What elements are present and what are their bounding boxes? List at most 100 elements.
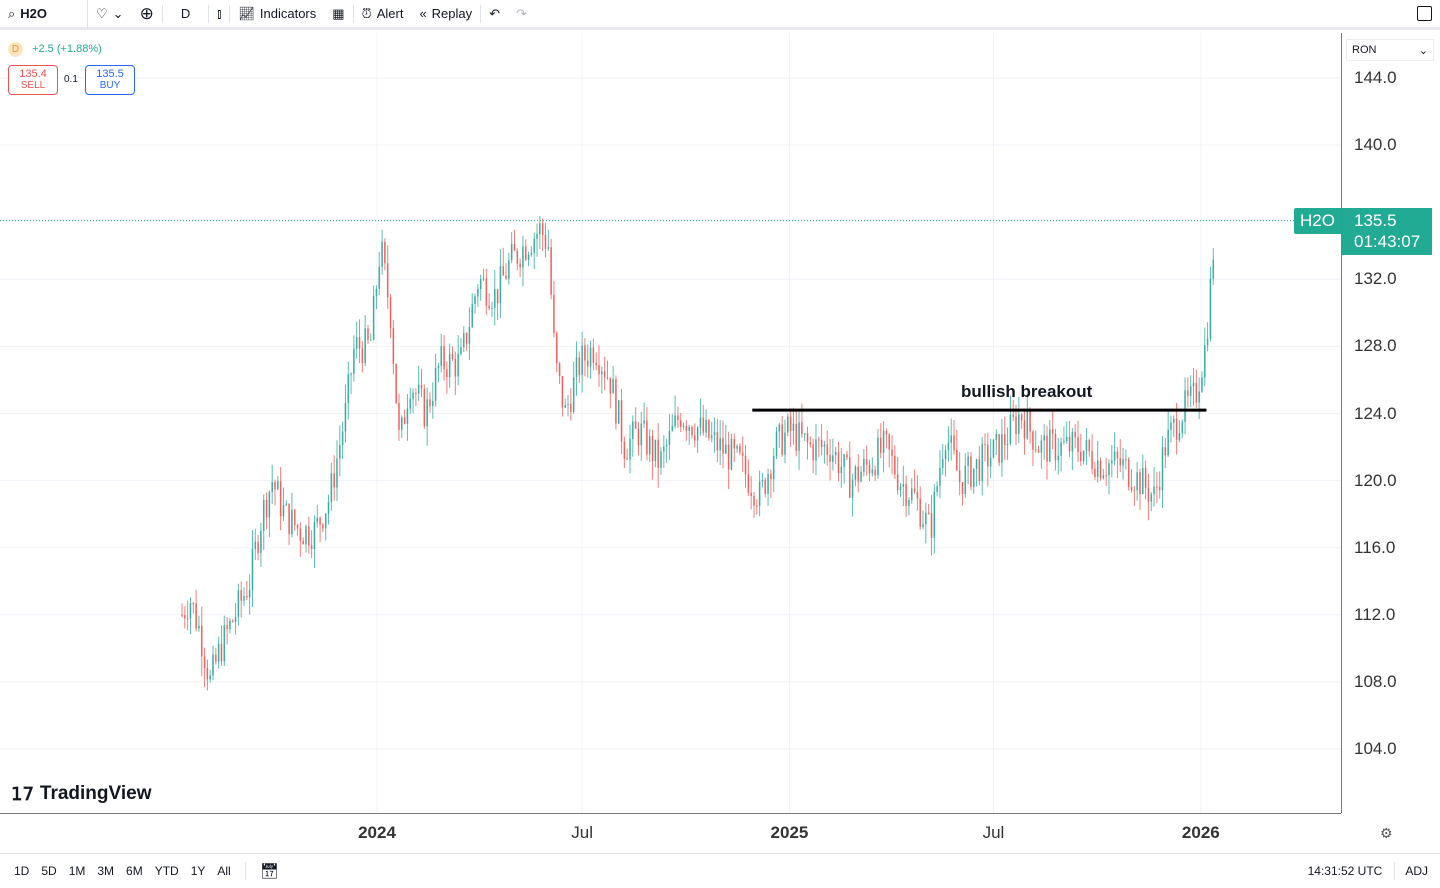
- candle-body: [1144, 467, 1147, 488]
- candle-body: [522, 246, 524, 268]
- candle-body: [863, 458, 865, 472]
- spread-value: 0.1: [64, 74, 78, 85]
- candle-body: [468, 326, 471, 344]
- candle-body: [803, 433, 806, 435]
- goto-date-button[interactable]: 📅︎: [254, 862, 285, 880]
- last-price: 135.5: [1354, 211, 1397, 230]
- range-3m[interactable]: 3M: [97, 864, 115, 878]
- candle-body: [341, 431, 344, 445]
- candle-body: [539, 223, 541, 235]
- candle-body: [324, 513, 327, 529]
- candle-body: [612, 379, 614, 394]
- candle-body: [784, 432, 786, 455]
- candle-body: [682, 425, 685, 427]
- candle-body: [646, 420, 648, 455]
- range-all[interactable]: All: [217, 864, 231, 878]
- candle-body: [195, 603, 197, 629]
- candle-body: [313, 522, 316, 550]
- candle-body: [1057, 455, 1060, 461]
- candle-body: [848, 457, 851, 498]
- candle-body: [987, 444, 989, 467]
- layouts-button[interactable]: ▦: [324, 0, 352, 29]
- redo-button[interactable]: ↷: [508, 0, 535, 29]
- buy-button[interactable]: 135.5 BUY: [85, 65, 135, 95]
- candle-body: [429, 399, 431, 407]
- candle-body: [688, 426, 690, 431]
- candle-body: [953, 435, 955, 450]
- candle-body: [443, 346, 445, 370]
- grid-icon: ▦: [332, 5, 345, 21]
- candle-body: [485, 278, 488, 306]
- candle-body: [392, 328, 395, 364]
- time-axis[interactable]: 2024 Jul 2025 Jul 2026: [0, 813, 1341, 853]
- candle-body: [536, 234, 538, 239]
- sell-button[interactable]: 135.4 SELL: [8, 65, 58, 95]
- range-6m[interactable]: 6M: [126, 864, 143, 878]
- candle-body: [1147, 487, 1150, 502]
- candle-body: [217, 643, 220, 662]
- candle-body: [581, 345, 583, 376]
- candle-body: [570, 403, 572, 412]
- candle-body: [240, 590, 242, 601]
- candle-body: [947, 442, 950, 450]
- fullscreen-button[interactable]: [1409, 0, 1440, 29]
- candle-body: [817, 439, 820, 441]
- candle-body: [1139, 472, 1141, 495]
- alert-button[interactable]: ⏰︎ Alert: [354, 0, 412, 29]
- candle-body: [1203, 345, 1206, 378]
- replay-button[interactable]: « Replay: [411, 0, 480, 29]
- candle-body: [916, 492, 919, 499]
- y-tick-label: 112.0: [1354, 604, 1396, 624]
- candle-body: [1080, 451, 1082, 462]
- candle-body: [530, 252, 533, 255]
- candle-body: [420, 384, 423, 389]
- undo-button[interactable]: ↶: [481, 0, 508, 29]
- price-chart[interactable]: [0, 33, 1341, 813]
- candle-body: [355, 337, 358, 349]
- range-5d[interactable]: 5D: [41, 864, 57, 878]
- range-1m[interactable]: 1M: [68, 864, 86, 878]
- candle-body: [871, 469, 874, 474]
- symbol-search[interactable]: ⌕ H2O: [0, 0, 88, 29]
- indicators-button[interactable]: 📈︎ Indicators: [230, 0, 324, 29]
- candle-body: [823, 444, 826, 447]
- y-tick-label: 124.0: [1354, 403, 1397, 423]
- interval-button[interactable]: D: [163, 0, 208, 29]
- range-1y[interactable]: 1Y: [190, 864, 206, 878]
- candle-body: [293, 509, 296, 526]
- last-price-label: 135.5 01:43:07: [1342, 208, 1432, 255]
- diamond-icon: ♡: [96, 5, 108, 21]
- add-symbol-button[interactable]: ⊕: [132, 0, 162, 29]
- candle-body: [891, 449, 893, 456]
- range-1d[interactable]: 1D: [14, 864, 30, 878]
- candle-body: [623, 441, 626, 459]
- candle-body: [339, 444, 341, 459]
- candle-body: [527, 254, 530, 260]
- candle-body: [398, 402, 400, 430]
- candle-body: [1167, 429, 1169, 456]
- candle-body: [248, 589, 251, 598]
- candle-body: [1158, 486, 1161, 491]
- candle-body: [482, 278, 485, 280]
- candle-body: [592, 347, 595, 363]
- adjust-toggle[interactable]: ADJ: [1405, 864, 1428, 878]
- compare-dropdown[interactable]: ♡ ⌄: [88, 0, 132, 29]
- candle-body: [978, 459, 981, 482]
- y-tick-label: 140.0: [1354, 135, 1397, 155]
- candle-body: [668, 430, 671, 445]
- candle-body: [1195, 382, 1198, 403]
- candle-body: [767, 474, 769, 494]
- candle-body: [558, 363, 561, 377]
- currency-select[interactable]: RON ⌄: [1346, 39, 1434, 61]
- clock-time[interactable]: 14:31:52 UTC: [1307, 864, 1383, 878]
- candle-body: [555, 333, 558, 364]
- price-scale[interactable]: RON ⌄ 135.5 01:43:07 144.0 140.0 132.0 128.0 1…: [1341, 33, 1440, 813]
- candle-body: [739, 446, 741, 453]
- candle-body: [992, 439, 995, 458]
- candle-body: [634, 421, 637, 429]
- range-ytd[interactable]: YTD: [154, 864, 179, 878]
- axis-settings-button[interactable]: ⚙︎: [1380, 825, 1393, 842]
- candle-body: [922, 524, 924, 527]
- chart-type-button[interactable]: ⫾: [209, 0, 229, 29]
- candle-body: [488, 305, 490, 309]
